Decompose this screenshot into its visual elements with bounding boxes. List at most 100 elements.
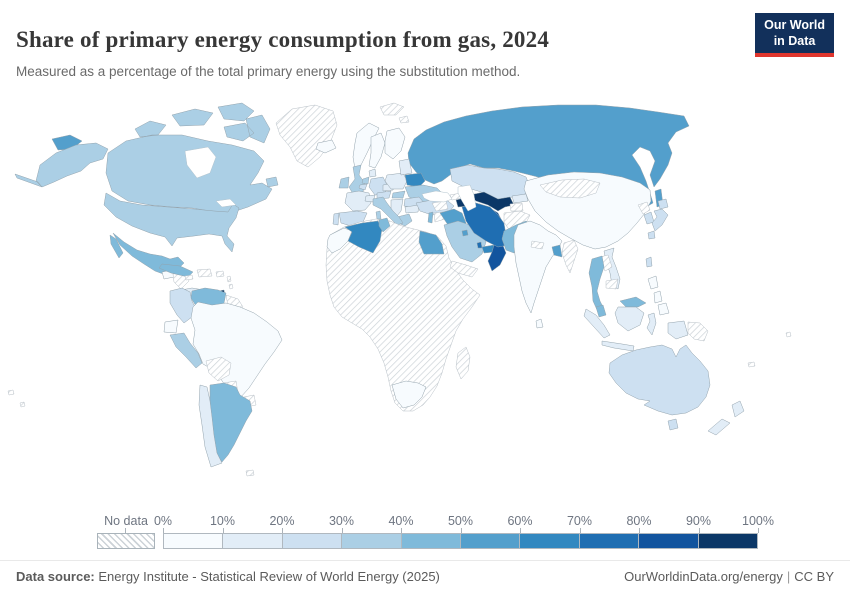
country-north-korea[interactable] [637,201,651,215]
country-hungary[interactable] [391,190,406,199]
country-pacific-islands[interactable] [7,331,792,408]
country-puerto-rico[interactable] [215,270,225,278]
country-svalbard[interactable] [379,102,410,124]
country-haiti-dominican-republic[interactable] [196,268,213,278]
legend-cell-3[interactable] [342,534,402,548]
country-morocco[interactable] [326,227,353,254]
owid-logo-line2: in Data [773,33,816,48]
country-chile[interactable] [198,384,223,468]
country-thailand[interactable] [588,255,605,313]
country-taiwan[interactable] [645,256,653,268]
legend-no-data-label: No data [104,514,148,528]
country-uzbekistan[interactable] [469,191,515,212]
country-nepal[interactable] [530,240,545,250]
country-sri-lanka[interactable] [535,318,544,329]
hudson-bay-water [184,146,217,179]
country-algeria[interactable] [344,220,383,254]
legend-tick-mark [698,528,700,533]
world-map-container [0,95,850,505]
page-title: Share of primary energy consumption from… [16,27,550,53]
country-norway[interactable] [352,122,380,170]
country-japan[interactable] [647,198,669,240]
country-kuwait[interactable] [461,229,469,237]
legend-tick-mark [579,528,581,533]
country-united-kingdom[interactable] [348,164,366,195]
country-sweden[interactable] [368,132,386,169]
owid-logo[interactable]: Our World in Data [755,13,834,58]
country-egypt[interactable] [418,230,445,255]
country-myanmar[interactable] [561,239,579,274]
legend-tick-label: 0% [153,514,173,528]
country-tajikistan[interactable] [509,202,524,212]
legend-tick-mark [222,528,224,533]
country-austria[interactable] [376,190,392,200]
license-link[interactable]: CC BY [794,569,834,584]
owid-logo-line1: Our World [764,18,825,32]
footer-separator: | [786,569,791,584]
legend-tick-mark [401,528,402,533]
country-jamaica[interactable] [184,274,194,281]
country-iceland[interactable] [315,139,337,154]
country-usa[interactable] [14,142,240,253]
legend-tick-label: 70% [566,514,593,528]
legend-cell-4[interactable] [401,534,462,548]
country-madagascar[interactable] [455,346,471,380]
country-malaysia[interactable] [595,296,647,318]
legend-cell-0[interactable] [164,534,224,548]
country-yemen[interactable] [449,260,479,278]
legend-no-data-swatch[interactable] [97,533,155,549]
caspian-sea-water [457,184,477,212]
country-bangladesh[interactable] [551,244,563,258]
legend-tick-label: 50% [447,514,474,528]
country-qatar[interactable] [476,241,483,249]
country-ireland[interactable] [338,176,350,189]
black-sea-water [421,190,453,203]
country-india[interactable] [513,220,563,314]
country-israel[interactable] [427,211,434,224]
legend-tick-label: 80% [626,514,652,528]
legend-cell-7[interactable] [579,534,640,548]
country-denmark[interactable] [368,168,377,178]
legend-tick-label: 30% [328,514,355,528]
country-kyrgyzstan[interactable] [511,193,529,204]
owid-link[interactable]: OurWorldinData.org/energy [624,569,783,584]
country-baltic-states[interactable] [398,158,413,176]
legend-cell-9[interactable] [698,534,758,548]
legend-cell-5[interactable] [461,534,521,548]
legend-tick-label: 40% [388,514,414,528]
country-belgium[interactable] [358,183,368,191]
country-bolivia[interactable] [205,356,232,382]
great-lakes-water [215,198,237,208]
country-tunisia[interactable] [378,217,391,233]
legend-tick-mark [341,528,343,533]
country-australia[interactable] [608,344,711,431]
legend-cell-1[interactable] [223,534,283,548]
legend-cell-2[interactable] [282,534,343,548]
country-ecuador[interactable] [163,319,179,334]
country-netherlands[interactable] [361,176,370,185]
country-south-africa[interactable] [391,380,427,409]
country-papua-new-guinea[interactable] [687,321,709,342]
legend-cell-8[interactable] [639,534,699,548]
country-mongolia[interactable] [539,178,601,199]
country-greenland[interactable] [275,104,338,168]
country-africa-other[interactable] [325,218,481,412]
country-finland[interactable] [384,127,406,160]
country-portugal[interactable] [332,212,340,226]
legend-tick-label: 60% [507,514,533,528]
country-bulgaria[interactable] [404,204,420,214]
country-france[interactable] [344,190,372,212]
country-peru[interactable] [169,332,203,369]
country-new-zealand[interactable] [707,400,745,436]
country-philippines[interactable] [647,275,670,316]
legend-tick-mark [282,528,283,533]
world-map[interactable] [0,95,850,505]
country-belarus[interactable] [404,172,426,188]
country-lesser-antilles[interactable] [226,275,234,290]
country-falkland-islands[interactable] [245,469,255,477]
country-cambodia[interactable] [605,278,619,290]
legend-color-bar [163,533,758,549]
legend-cell-6[interactable] [520,534,580,548]
chart-subtitle: Measured as a percentage of the total pr… [16,63,521,79]
legend-tick-mark [460,528,462,533]
